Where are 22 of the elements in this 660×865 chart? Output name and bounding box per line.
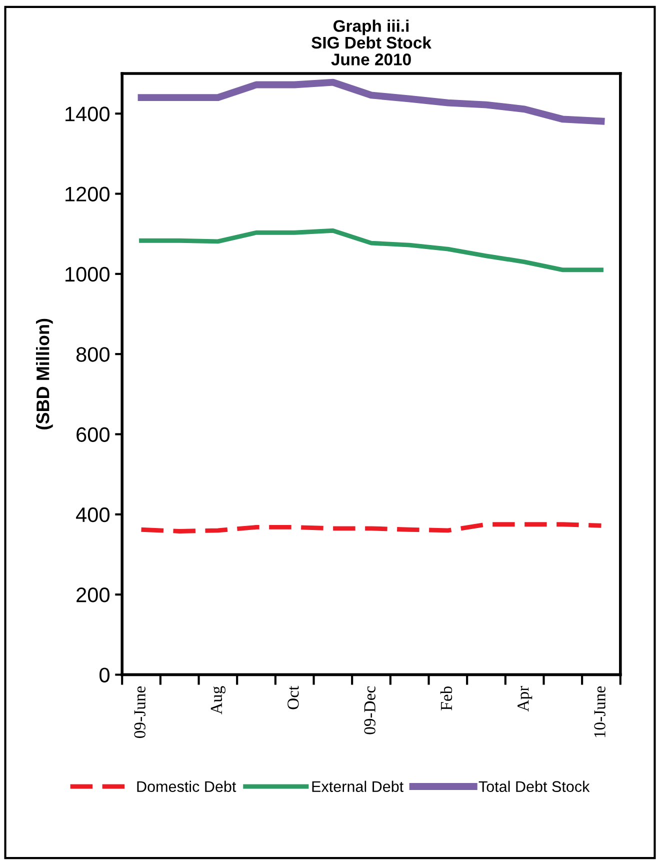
y-tick-label: 1400 [66,106,110,122]
y-tick-label: 400 [76,507,110,522]
line-series [139,228,604,272]
x-tick-label: 09-Dec [364,686,376,734]
x-tick-label: Apr [518,686,532,712]
x-tick-label: Oct [288,686,299,710]
line-series [139,522,604,534]
legend-label: External Debt [312,780,404,792]
y-tick-label: 600 [76,427,110,442]
y-tick-label: 1000 [66,266,110,282]
y-tick-label: 800 [76,347,110,362]
chart-title: Graph iii.i SIG Debt Stock June 2010 [312,20,432,66]
x-tick-label: 10-June [594,686,606,738]
y-axis-title: (SBD Million) [36,318,53,430]
y-tick-label: 1200 [66,186,110,202]
legend-label: Total Debt Stock [478,780,590,792]
legend-label: Domestic Debt [137,780,236,792]
y-tick-label: 200 [76,588,110,602]
y-tick-label: 0 [100,668,110,682]
x-tick-label: Aug [210,686,226,714]
x-tick-label: Feb [440,686,452,710]
x-tick-label: 09-June [134,686,146,738]
